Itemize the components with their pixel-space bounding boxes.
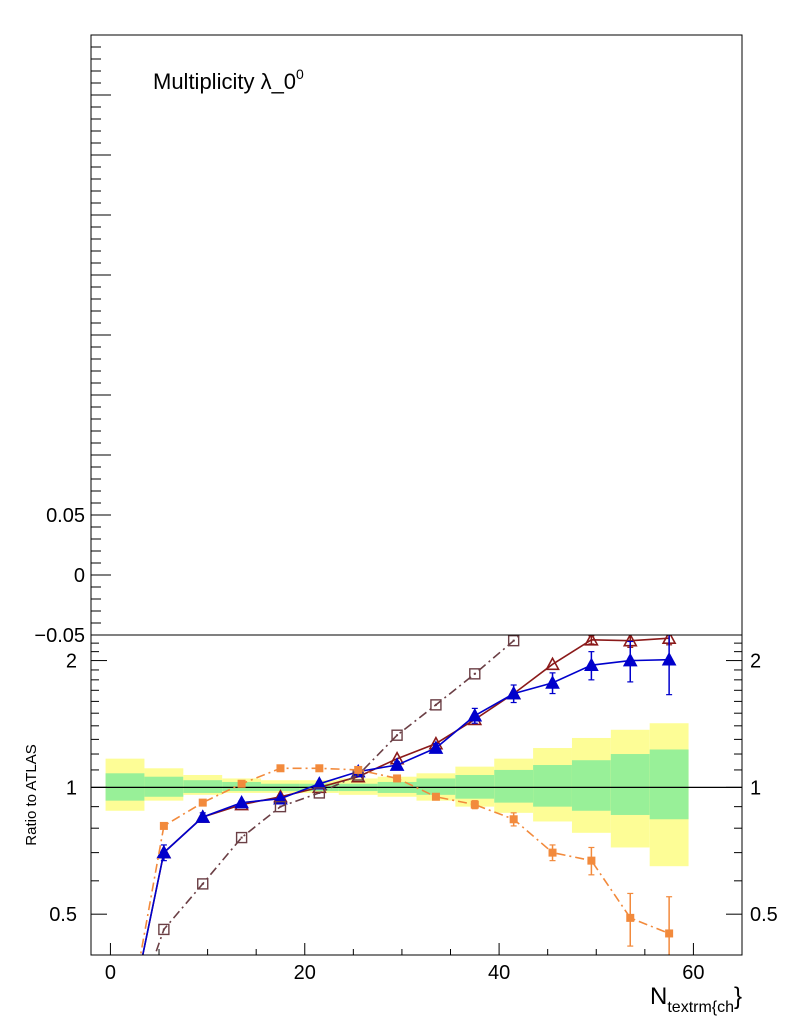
- data-point-open-square: [507, 635, 520, 647]
- data-point-filled-square: [665, 929, 674, 938]
- data-point-filled-square: [315, 764, 324, 773]
- uncertainty-band-inner: [610, 754, 650, 815]
- data-point-triangle: [622, 652, 638, 667]
- series-line-filled-triangle: [141, 658, 670, 955]
- y-tick-label-left: 2: [66, 651, 77, 673]
- data-point-square-dot: [162, 928, 165, 931]
- plot-title: Multiplicity λ_00: [153, 66, 304, 94]
- data-point-square-dot: [512, 639, 515, 642]
- data-point-filled-square: [354, 765, 363, 774]
- y-tick-label-right: 0.5: [750, 904, 778, 926]
- data-point-triangle: [156, 844, 172, 859]
- data-point-filled-square: [276, 764, 285, 773]
- data-point-triangle: [506, 685, 522, 700]
- data-point-filled-square: [237, 779, 246, 788]
- data-point-filled-square: [393, 774, 402, 783]
- data-point-filled-square: [587, 856, 596, 865]
- data-point-filled-square: [431, 792, 440, 801]
- data-point-triangle: [389, 757, 405, 771]
- uncertainty-band-inner: [144, 776, 184, 797]
- data-point-square-dot: [201, 882, 204, 885]
- data-point-filled-square: [548, 848, 557, 857]
- data-point-triangle: [428, 740, 444, 754]
- series-line-filled-square: [139, 767, 670, 955]
- data-point-filled-square: [159, 821, 168, 830]
- data-point-open-square: [391, 729, 403, 741]
- data-point-open-square: [158, 923, 170, 936]
- uncertainty-band-inner: [416, 778, 456, 795]
- data-point-square-dot: [240, 836, 243, 839]
- data-point-open-square: [469, 668, 481, 680]
- y-tick-label-left: 1: [66, 777, 77, 799]
- data-point-filled-square: [626, 913, 635, 922]
- data-point-open-square: [548, 601, 558, 611]
- data-point-filled-square: [509, 815, 518, 824]
- uncertainty-band-inner: [649, 749, 689, 820]
- uncertainty-band-inner: [494, 769, 534, 803]
- ratio-panel-frame: [90, 634, 743, 956]
- data-point-open-square: [274, 800, 287, 813]
- uncertainty-band-inner: [533, 765, 572, 807]
- data-point-square-dot: [318, 791, 321, 794]
- data-point-square-dot: [357, 773, 360, 776]
- main-panel-frame: [90, 34, 743, 636]
- y-tick-label-right: 1: [750, 777, 761, 799]
- x-axis-label: Ntextrm{ch}: [650, 983, 742, 1016]
- data-point-triangle: [584, 635, 599, 646]
- data-point-triangle: [311, 776, 327, 790]
- y-tick-label: 0.05: [46, 505, 85, 527]
- x-tick-label: 40: [488, 962, 510, 984]
- y-tick-label: −0.05: [34, 625, 85, 647]
- ratio-panel: 0 20 40 60 0.5 0.5 1 1 2 2 Ratio to ATLAS Ntextrm…: [23, 601, 778, 1016]
- y-tick-label-left: 0.5: [49, 904, 77, 926]
- uncertainty-band-inner: [183, 780, 223, 793]
- data-point-triangle: [234, 794, 249, 809]
- data-point-square-dot: [552, 605, 554, 607]
- data-point-triangle: [273, 791, 288, 805]
- uncertainty-band-inner: [571, 760, 611, 811]
- x-tick-label: 0: [105, 962, 116, 984]
- data-point-triangle: [584, 657, 599, 671]
- y-axis-label: Ratio to ATLAS: [23, 744, 40, 845]
- x-tick-label: 60: [682, 962, 704, 984]
- data-point-open-square: [313, 787, 326, 799]
- y-tick-label: 0: [74, 565, 85, 587]
- x-tick-label: 20: [294, 962, 316, 984]
- y-tick-label-right: 2: [750, 651, 761, 673]
- data-point-triangle: [545, 656, 560, 671]
- data-point-open-square: [235, 831, 248, 844]
- data-point-triangle: [545, 675, 560, 689]
- data-point-triangle: [661, 651, 677, 666]
- data-point-open-square: [197, 878, 209, 890]
- data-point-filled-square: [470, 800, 479, 809]
- data-point-square-dot: [434, 703, 437, 706]
- data-point-triangle: [195, 809, 211, 823]
- data-point-filled-square: [198, 798, 207, 807]
- data-point-square-dot: [473, 672, 476, 675]
- data-point-square-dot: [396, 734, 399, 737]
- data-point-open-square: [430, 699, 442, 711]
- data-point-square-dot: [279, 805, 282, 808]
- main-panel: 0.05 0 −0.05 Multiplicity λ_00: [34, 34, 743, 647]
- series-line-open-square: [154, 635, 522, 955]
- data-point-triangle: [467, 707, 483, 722]
